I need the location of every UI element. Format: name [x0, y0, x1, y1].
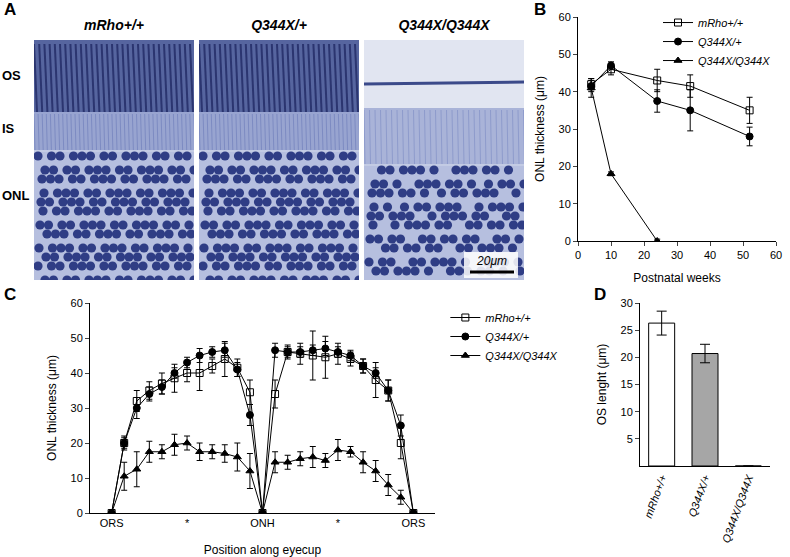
svg-text:10: 10: [621, 406, 633, 418]
svg-text:50: 50: [737, 249, 749, 261]
svg-text:ONL thickness (μm): ONL thickness (μm): [45, 355, 59, 461]
svg-text:mRho+/+: mRho+/+: [698, 17, 744, 29]
svg-text:*: *: [336, 517, 341, 529]
svg-text:ONL thickness (μm): ONL thickness (μm): [533, 76, 547, 182]
svg-text:60: 60: [770, 249, 782, 261]
svg-text:OS lenght (μm): OS lenght (μm): [595, 344, 609, 426]
svg-text:ONH: ONH: [250, 517, 275, 529]
svg-text:Q344X/+: Q344X/+: [698, 36, 742, 48]
svg-text:ORS: ORS: [100, 517, 124, 529]
svg-text:40: 40: [71, 367, 83, 379]
svg-text:30: 30: [71, 402, 83, 414]
svg-text:30: 30: [671, 249, 683, 261]
svg-text:20: 20: [71, 437, 83, 449]
html-text:A: A: [4, 0, 17, 19]
svg-text:Q344X/+: Q344X/+: [485, 331, 529, 343]
svg-text:mRho+/+: mRho+/+: [84, 17, 144, 33]
svg-text:60: 60: [71, 297, 83, 309]
svg-text:0: 0: [575, 249, 581, 261]
svg-text:Q344X/Q344X: Q344X/Q344X: [398, 17, 491, 33]
svg-text:*: *: [185, 517, 190, 529]
svg-text:30: 30: [621, 297, 633, 309]
svg-text:15: 15: [621, 378, 633, 390]
html-text:D: D: [594, 285, 607, 304]
html-text:C: C: [4, 285, 17, 304]
svg-text:mRho+/+: mRho+/+: [642, 473, 669, 520]
svg-text:Postnatal weeks: Postnatal weeks: [633, 271, 720, 285]
svg-text:10: 10: [605, 249, 617, 261]
svg-text:40: 40: [559, 86, 571, 98]
svg-text:60: 60: [559, 11, 571, 23]
html-text:B: B: [534, 0, 547, 19]
svg-text:20μm: 20μm: [476, 254, 507, 268]
svg-text:20: 20: [621, 351, 633, 363]
svg-text:0: 0: [77, 507, 83, 519]
svg-text:OS: OS: [2, 68, 21, 83]
svg-text:50: 50: [559, 48, 571, 60]
svg-text:40: 40: [704, 249, 716, 261]
svg-text:10: 10: [559, 198, 571, 210]
svg-text:IS: IS: [2, 121, 15, 136]
svg-text:Q344X/Q344X: Q344X/Q344X: [485, 350, 557, 362]
svg-text:20: 20: [559, 160, 571, 172]
svg-text:30: 30: [559, 123, 571, 135]
svg-text:ORS: ORS: [401, 517, 425, 529]
svg-text:Q344X/+: Q344X/+: [251, 17, 307, 33]
svg-text:20: 20: [638, 249, 650, 261]
svg-text:5: 5: [627, 433, 633, 445]
svg-text:Q344X/Q344X: Q344X/Q344X: [698, 55, 770, 67]
svg-text:mRho+/+: mRho+/+: [485, 312, 531, 324]
svg-text:ONL: ONL: [2, 188, 30, 203]
svg-text:10: 10: [71, 472, 83, 484]
svg-text:25: 25: [621, 324, 633, 336]
svg-text:Q344X/Q344X: Q344X/Q344X: [720, 473, 756, 545]
svg-text:0: 0: [565, 235, 571, 247]
svg-text:Position along eyecup: Position along eyecup: [204, 543, 322, 557]
svg-text:50: 50: [71, 332, 83, 344]
svg-text:Q344X/+: Q344X/+: [686, 473, 712, 519]
